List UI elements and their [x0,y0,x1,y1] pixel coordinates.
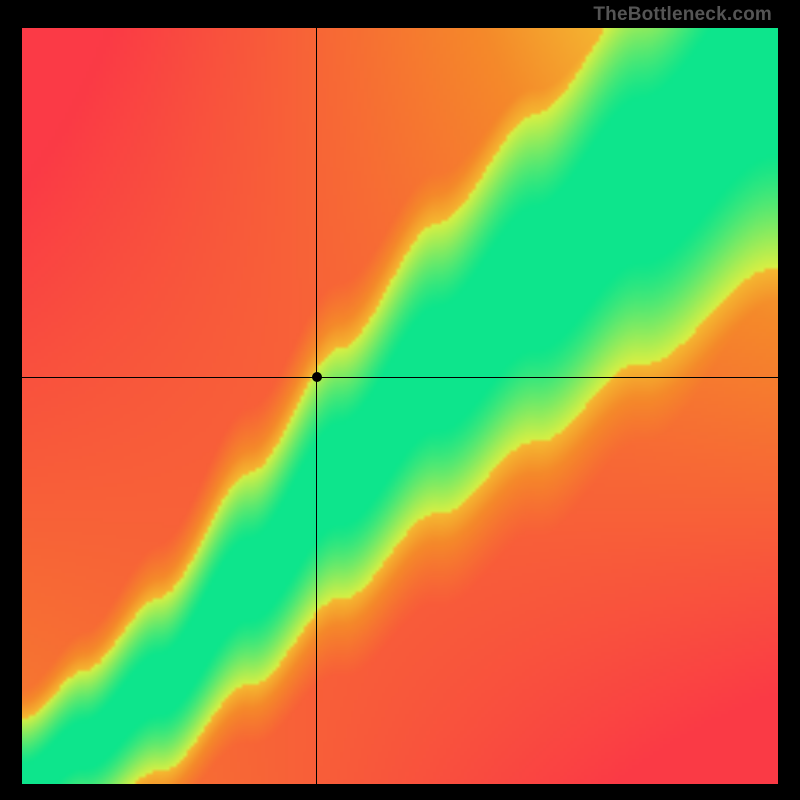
crosshair-vertical [316,28,317,784]
crosshair-marker[interactable] [312,372,322,382]
watermark-text: TheBottleneck.com [593,4,772,26]
heatmap-plot [22,28,778,784]
crosshair-horizontal [22,377,778,378]
heatmap-canvas [22,28,778,784]
chart-frame: TheBottleneck.com [0,0,800,800]
